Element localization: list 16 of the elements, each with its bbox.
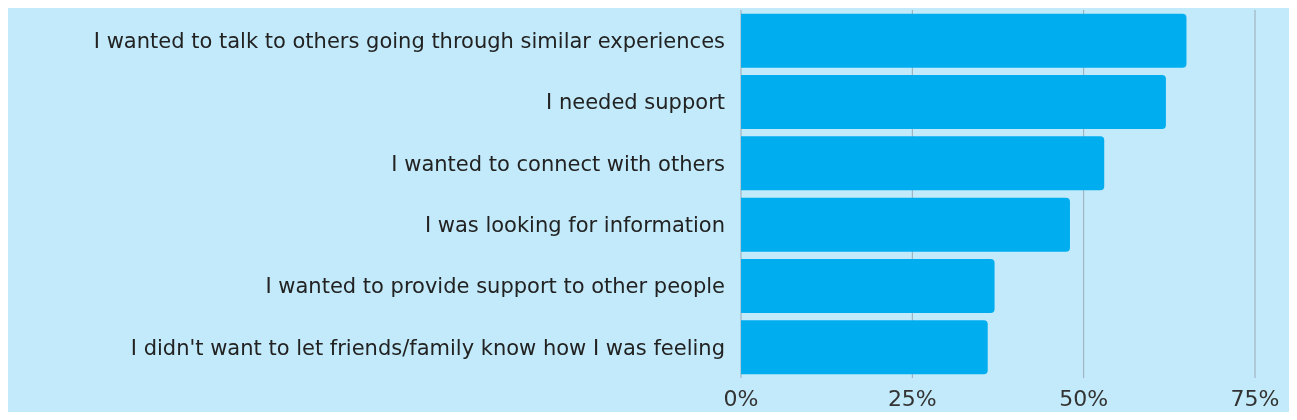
x-tick-label: 75%	[1230, 385, 1280, 411]
y-tick-label: I needed support	[546, 90, 725, 115]
bar	[741, 320, 988, 375]
y-tick-label: I wanted to connect with others	[391, 151, 725, 176]
y-tick-label: I wanted to talk to others going through similar experiences	[93, 29, 725, 54]
bar	[741, 259, 995, 314]
y-tick-label: I was looking for information	[424, 213, 725, 238]
bar	[741, 75, 1166, 130]
bar	[741, 197, 1070, 252]
x-tick-label: 50%	[1059, 385, 1109, 411]
y-tick-label: I didn't want to let friends/family know how I was feeling	[130, 335, 725, 360]
x-tick-label: 25%	[887, 385, 937, 411]
bar	[741, 13, 1187, 68]
y-tick-label: I wanted to provide support to other people	[265, 274, 725, 299]
x-tick-label: 0%	[723, 385, 759, 411]
bar	[741, 136, 1105, 191]
